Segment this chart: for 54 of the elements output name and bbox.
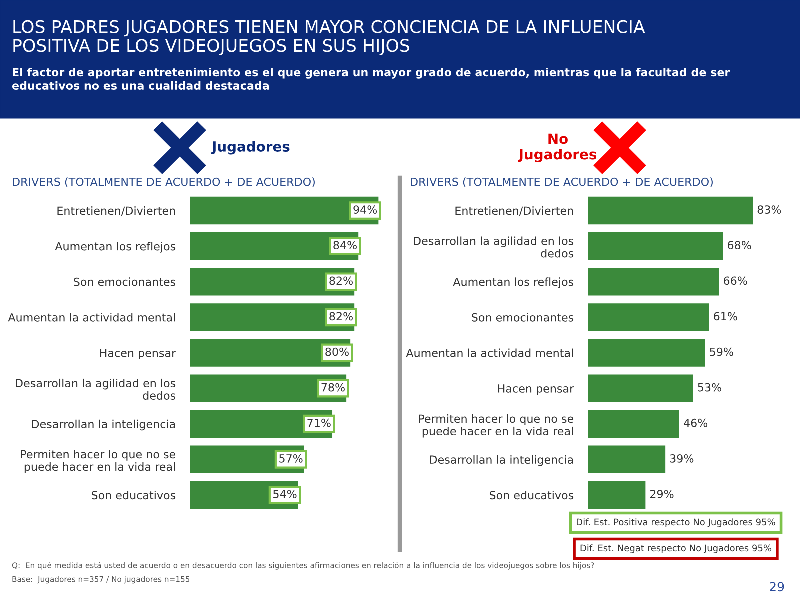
data-label: 83% bbox=[758, 206, 782, 214]
data-label: 59% bbox=[710, 348, 734, 356]
data-label: 53% bbox=[698, 383, 722, 392]
bar bbox=[588, 339, 706, 367]
bar bbox=[588, 410, 680, 438]
data-label: 84% bbox=[334, 241, 357, 250]
bar bbox=[588, 446, 666, 474]
data-label: 82% bbox=[330, 276, 353, 286]
y-tick-label: Desarrollan la agilidad en los dedos bbox=[16, 378, 176, 400]
chart-title: Jugadores bbox=[211, 141, 290, 155]
y-tick-label: Entretienen/Divierten bbox=[456, 206, 574, 216]
y-tick-label: Permiten hacer lo que no se puede hacer en la vida real bbox=[21, 450, 176, 474]
chart-title: No Jugadores bbox=[518, 134, 597, 163]
y-tick-label: Aumentan la actividad mental bbox=[406, 348, 574, 358]
bar bbox=[588, 481, 646, 510]
y-tick-label: Hacen pensar bbox=[498, 384, 574, 396]
y-tick-label: Son educativos bbox=[92, 491, 176, 500]
bar bbox=[588, 232, 724, 260]
y-tick-label: Aumentan la actividad mental bbox=[8, 313, 176, 322]
y-tick-label: Aumentan los reflejos bbox=[453, 278, 574, 288]
data-label: 54% bbox=[274, 490, 297, 498]
text: 29 bbox=[770, 582, 784, 592]
text: LOS PADRES JUGADORES TIENEN MAYOR CONCIENCIA DE LA INFLUENCIA POSITIVA DE LOS VIDEOJUEGOS EN SUS HIJOS bbox=[14, 20, 646, 56]
data-label: 39% bbox=[670, 454, 694, 463]
y-tick-label: Desarrollan la agilidad en los dedos bbox=[414, 236, 574, 258]
y-tick-label: Son educativos bbox=[490, 491, 574, 500]
data-label: 66% bbox=[724, 276, 748, 286]
y-tick-label: Entretienen/Divierten bbox=[58, 206, 176, 216]
y-tick-label: Son emocionantes bbox=[472, 313, 574, 322]
bar bbox=[588, 374, 694, 402]
data-label: 78% bbox=[322, 383, 345, 392]
bar bbox=[588, 196, 754, 225]
data-label: 57% bbox=[280, 454, 303, 463]
data-label: 68% bbox=[728, 241, 752, 250]
data-label: 29% bbox=[650, 490, 674, 498]
data-label: 94% bbox=[354, 206, 378, 214]
y-tick-label: Desarrollan la inteligencia bbox=[32, 420, 176, 431]
bar bbox=[588, 268, 720, 296]
chart-subtitle: DRIVERS (TOTALMENTE DE ACUERDO + DE ACUERDO) bbox=[13, 178, 315, 188]
y-tick-label: Hacen pensar bbox=[100, 349, 176, 360]
text: El factor de aportar entretenimiento es el que genera un mayor grado de acuerdo, mientras que la facultad de ser educativos no es una cualidad destacada bbox=[12, 68, 730, 90]
data-label: 82% bbox=[330, 312, 353, 321]
data-label: 80% bbox=[326, 348, 349, 356]
y-tick-label: Aumentan los reflejos bbox=[55, 242, 176, 253]
chart-subtitle: DRIVERS (TOTALMENTE DE ACUERDO + DE ACUERDO) bbox=[411, 178, 713, 188]
y-tick-label: Desarrollan la inteligencia bbox=[430, 455, 574, 466]
y-tick-label: Son emocionantes bbox=[74, 278, 176, 286]
data-label: 61% bbox=[714, 312, 738, 321]
bar bbox=[588, 304, 710, 332]
y-tick-label: Permiten hacer lo que no se puede hacer en la vida real bbox=[419, 414, 574, 438]
text: Dif. Est. Positiva respecto No Jugadores 95% bbox=[577, 518, 776, 528]
data-label: 71% bbox=[308, 418, 331, 428]
text: Dif. Est. Negat respecto No Jugadores 95% bbox=[580, 544, 772, 554]
data-label: 46% bbox=[684, 418, 708, 428]
